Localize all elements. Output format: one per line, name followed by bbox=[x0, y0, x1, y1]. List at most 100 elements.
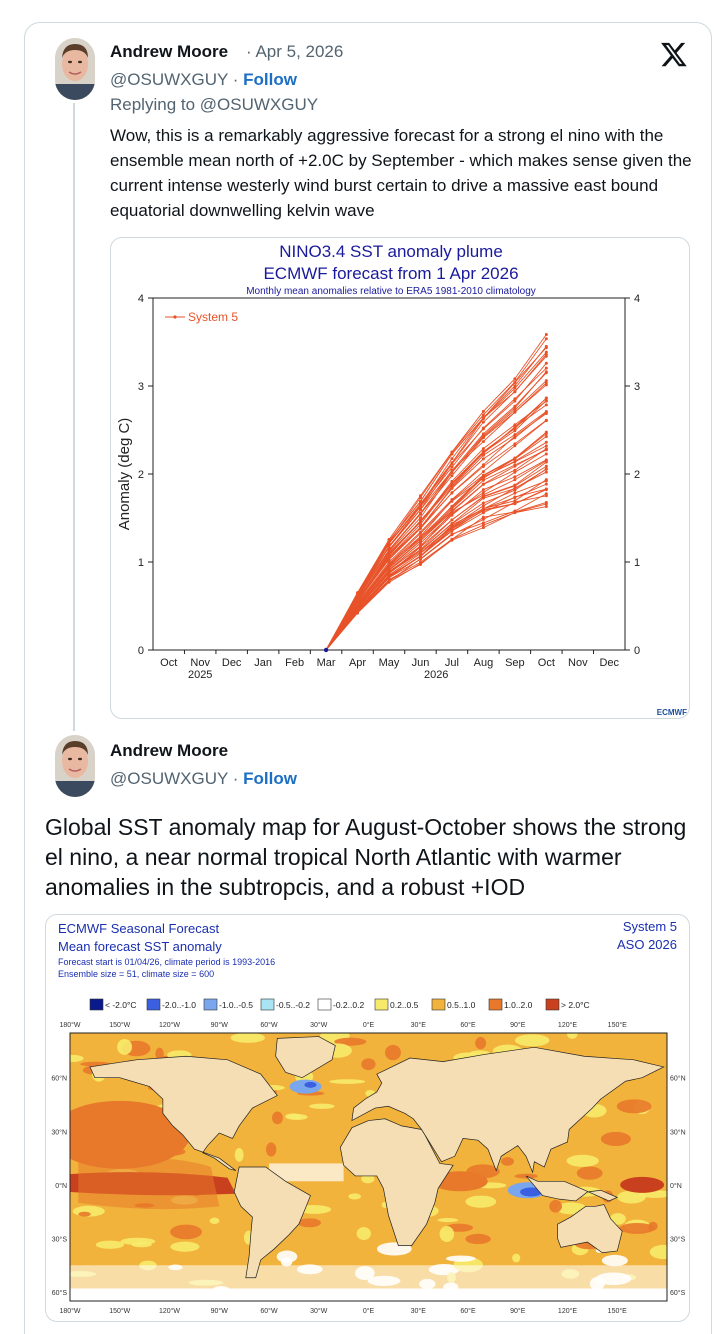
anomaly-patch bbox=[285, 1113, 302, 1120]
ensemble-point bbox=[544, 440, 548, 444]
north-atlantic-cold-core bbox=[304, 1081, 317, 1088]
map-system: System 5 bbox=[623, 919, 677, 934]
lat-label-left: 60°S bbox=[52, 1289, 68, 1297]
x-tick-label: Jul bbox=[445, 657, 459, 669]
ensemble-point bbox=[544, 464, 548, 468]
lon-label-bottom: 90°E bbox=[510, 1307, 526, 1315]
ensemble-point bbox=[481, 511, 485, 515]
map-sub2: Ensemble size = 51, climate size = 600 bbox=[58, 969, 214, 979]
ensemble-point bbox=[481, 473, 485, 477]
lon-label-top: 90°E bbox=[510, 1021, 526, 1029]
anomaly-patch bbox=[566, 1154, 599, 1167]
ensemble-point bbox=[513, 459, 517, 463]
ensemble-point bbox=[450, 491, 454, 495]
ensemble-point bbox=[513, 442, 517, 446]
anomaly-patch bbox=[617, 1190, 646, 1204]
sst-map-media[interactable]: ECMWF Seasonal Forecast Mean forecast SS… bbox=[45, 914, 690, 1322]
ensemble-point bbox=[513, 389, 517, 393]
replying-to[interactable]: Replying to @OSUWXGUY bbox=[110, 95, 319, 114]
map-frame bbox=[69, 1032, 668, 1302]
ensemble-point bbox=[481, 517, 485, 521]
ensemble-point bbox=[450, 465, 454, 469]
ensemble-member-line bbox=[325, 461, 547, 651]
ensemble-point bbox=[481, 470, 485, 474]
anomaly-patch bbox=[170, 1241, 200, 1252]
land-south-america bbox=[233, 1166, 311, 1279]
lon-label-top: 30°E bbox=[411, 1021, 427, 1029]
author-name[interactable]: Andrew Moore bbox=[110, 741, 229, 760]
legend-label: -1.0..-0.5 bbox=[219, 1000, 253, 1010]
anomaly-patch bbox=[95, 1240, 125, 1249]
ensemble-member-line bbox=[325, 334, 547, 651]
tweet-date[interactable]: · Apr 5, 2026 bbox=[246, 42, 344, 61]
anomaly-patch bbox=[78, 1211, 91, 1217]
anomaly-patch bbox=[619, 1222, 655, 1234]
anomaly-patch bbox=[266, 1142, 277, 1157]
chart-media[interactable]: NINO3.4 SST anomaly plume ECMWF forecast… bbox=[110, 237, 690, 719]
ensemble-point bbox=[418, 560, 422, 564]
anomaly-patch bbox=[576, 1166, 603, 1180]
lat-label-right: 60°N bbox=[670, 1075, 686, 1083]
land-greenland bbox=[275, 1036, 336, 1079]
anomaly-patch bbox=[280, 1257, 293, 1267]
ensemble-point bbox=[481, 504, 485, 508]
land-australia bbox=[557, 1204, 623, 1254]
ensemble-point bbox=[450, 483, 454, 487]
anomaly-patch bbox=[610, 1213, 626, 1225]
handle-separator: · bbox=[232, 769, 244, 788]
ensemble-member-line bbox=[325, 431, 547, 651]
legend-label: System 5 bbox=[188, 310, 238, 324]
anomaly-patch bbox=[131, 1241, 152, 1248]
author-name[interactable]: Andrew Moore bbox=[110, 42, 229, 61]
author-handle[interactable]: @OSUWXGUY · Follow bbox=[110, 769, 297, 789]
ensemble-point bbox=[513, 397, 517, 401]
anomaly-patch bbox=[356, 1227, 372, 1240]
ensemble-point bbox=[418, 557, 422, 561]
ensemble-point bbox=[544, 434, 548, 438]
ensemble-point bbox=[481, 440, 485, 444]
ensemble-member-line bbox=[325, 397, 547, 651]
ensemble-point bbox=[544, 366, 548, 370]
x-tick-label: May bbox=[379, 657, 400, 669]
anomaly-patch bbox=[437, 1218, 459, 1223]
y-tick-label-left: 3 bbox=[138, 381, 144, 393]
ensemble-point bbox=[356, 591, 360, 595]
anomaly-patch bbox=[70, 1054, 84, 1062]
lat-label-left: 30°N bbox=[51, 1128, 67, 1136]
handle-text[interactable]: @OSUWXGUY bbox=[110, 70, 229, 89]
anomaly-patch bbox=[329, 1079, 366, 1084]
ensemble-member-line bbox=[325, 420, 547, 651]
anomaly-patch bbox=[567, 1033, 578, 1039]
lon-label-bottom: 30°W bbox=[310, 1307, 328, 1315]
lon-label-bottom: 30°E bbox=[411, 1307, 427, 1315]
lon-label-bottom: 60°E bbox=[460, 1307, 476, 1315]
anomaly-patch bbox=[230, 1033, 266, 1043]
anomaly-patch bbox=[272, 1111, 283, 1125]
land-indonesia bbox=[525, 1175, 619, 1202]
ensemble-point bbox=[481, 515, 485, 519]
author-handle[interactable]: @OSUWXGUY · Follow bbox=[110, 70, 297, 90]
ensemble-point bbox=[513, 487, 517, 491]
ensemble-point bbox=[418, 526, 422, 530]
ensemble-point bbox=[544, 418, 548, 422]
handle-text[interactable]: @OSUWXGUY bbox=[110, 769, 229, 788]
lon-label-top: 120°E bbox=[558, 1021, 577, 1029]
ensemble-point bbox=[481, 501, 485, 505]
sst-anomaly-map: ECMWF Seasonal Forecast Mean forecast SS… bbox=[51, 919, 686, 1315]
ensemble-point bbox=[544, 361, 548, 365]
ensemble-point bbox=[513, 377, 517, 381]
lon-label-bottom: 120°E bbox=[558, 1307, 577, 1315]
ensemble-point bbox=[450, 525, 454, 529]
y-tick-label-left: 2 bbox=[138, 469, 144, 481]
legend-label: -0.5..-0.2 bbox=[276, 1000, 310, 1010]
x-logo-icon[interactable] bbox=[660, 40, 688, 68]
follow-button[interactable]: Follow bbox=[243, 769, 297, 788]
follow-button[interactable]: Follow bbox=[243, 70, 297, 89]
legend-swatch bbox=[374, 998, 389, 1011]
legend-swatch bbox=[545, 998, 560, 1011]
lat-label-left: 60°N bbox=[51, 1075, 67, 1083]
avatar[interactable] bbox=[55, 735, 95, 797]
y-tick-label-right: 3 bbox=[634, 381, 640, 393]
avatar[interactable] bbox=[55, 38, 95, 100]
ensemble-point bbox=[513, 384, 517, 388]
